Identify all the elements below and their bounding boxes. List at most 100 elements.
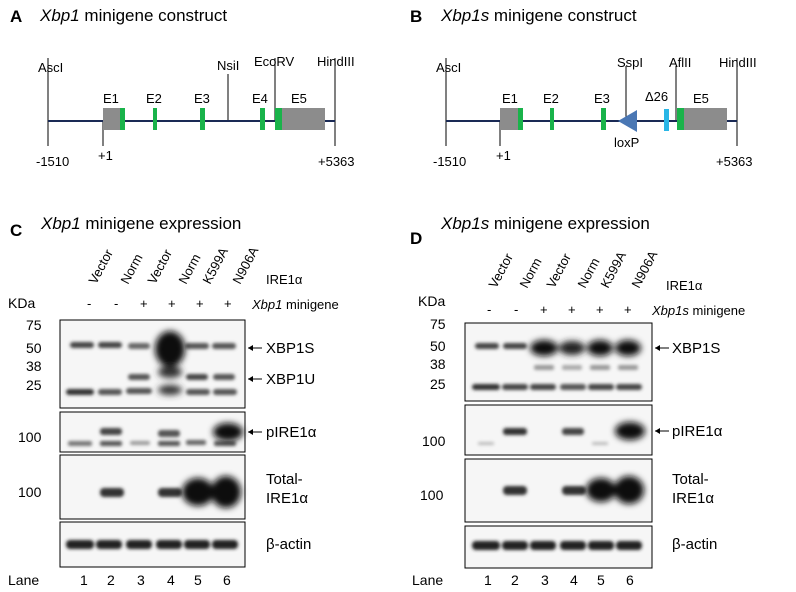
c-ire-label: IRE1α [266,272,303,287]
d-lane-5: 5 [597,572,605,588]
e3-label: E3 [194,91,210,106]
loxp-label: loxP [614,135,639,150]
d-sample-3: Vector [543,250,574,290]
c-mg-2: - [114,296,118,311]
c-xbp1u-label: XBP1U [266,371,315,388]
d-sample-5: K599A [597,249,629,291]
c-lane-2: 2 [107,572,115,588]
c-lane-3: 3 [137,572,145,588]
d-total-label-2: IRE1α [672,490,714,507]
b-exon-e1-cds [518,108,523,130]
d-minigene-label: Xbp1s minigene [651,303,745,318]
d-mg-2: - [514,302,518,317]
d-marker-50: 50 [430,338,446,354]
loxp-triangle [618,110,637,132]
ecorv-label: EcoRV [254,54,295,69]
c-minigene-label: Xbp1 minigene [251,297,339,312]
coord-plus1: +1 [98,148,113,163]
c-sample-5: K599A [199,245,231,287]
b-hindiii-label: HindIII [719,55,757,70]
coord-end: +5363 [318,154,355,169]
d-xbp1s-arrowhead [655,345,660,351]
panel-c-title-italic: Xbp1 [40,214,81,233]
c-blot-xbp1-bands [66,342,237,395]
sspi-label: SspI [617,55,643,70]
c-marker-38: 38 [26,358,42,374]
d-blot-pire-bands [478,428,608,445]
c-sample-4: Norm [175,251,203,286]
d-minigene-rest: minigene [689,303,745,318]
d-total-label-1: Total- [672,471,709,488]
c-sample-6: N906A [229,244,261,286]
e1-label: E1 [103,91,119,106]
d-minigene-row: - - + + + + [487,302,632,317]
d-xbp1s-label: XBP1S [672,340,720,357]
e2-label: E2 [146,91,162,106]
c-sample-2: Norm [117,251,145,286]
c-mg-3: + [140,296,148,311]
d-marker-25: 25 [430,376,446,392]
c-pire-label: pIRE1α [266,424,317,441]
c-marker-50: 50 [26,340,42,356]
b-exon-e2 [550,108,554,130]
panel-a: A Xbp1 minigene construct AscI NsiI EcoR… [10,6,355,169]
delta26-mark [664,109,669,131]
hindiii-label: HindIII [317,54,355,69]
c-mg-5: + [196,296,204,311]
d-blot-total-strong [586,476,644,504]
exon-e5-block [275,108,325,130]
d-lane-2: 2 [511,572,519,588]
c-total-label-2: IRE1α [266,490,308,507]
c-marker-75: 75 [26,317,42,333]
panel-c-letter: C [10,221,22,240]
panel-d-title-italic: Xbp1s [440,214,490,233]
panel-b-title: Xbp1s minigene construct [440,6,637,25]
d-lane-1: 1 [484,572,492,588]
panel-d-letter: D [410,229,422,248]
aflii-label: AflII [669,55,691,70]
c-marker-100a: 100 [18,429,42,445]
b-coord-plus1: +1 [496,148,511,163]
b-e1-label: E1 [502,91,518,106]
b-coord-end: +5363 [716,154,753,169]
d-lane-4: 4 [570,572,578,588]
c-blot-pire-bands [68,428,236,446]
c-xbp1s-arrowhead [248,345,253,351]
d-marker-100a: 100 [422,433,446,449]
panel-a-title-italic: Xbp1 [39,6,80,25]
c-xbp1u-arrowhead [248,376,253,382]
delta26-label: Δ26 [645,89,668,104]
c-marker-25: 25 [26,377,42,393]
c-minigene-italic: Xbp1 [251,297,282,312]
d-blot-actin-bands [472,541,642,550]
d-mg-3: + [540,302,548,317]
d-blot-pire-strong [615,422,645,440]
exon-e3 [200,108,205,130]
exon-e1-cds [120,108,125,130]
panel-b-letter: B [410,7,422,26]
d-mg-5: + [596,302,604,317]
c-sample-labels: Vector Norm Vector Norm K599A N906A [85,244,261,286]
panel-d-title: Xbp1s minigene expression [440,214,650,233]
c-markers: 75 50 38 25 [26,317,42,393]
c-sample-1: Vector [85,246,116,286]
c-blot-xbp1s-strong [155,331,185,395]
d-marker-75: 75 [430,316,446,332]
exon-e2 [153,108,157,130]
exon-e4 [260,108,265,130]
d-mg-4: + [568,302,576,317]
c-pire-arrowhead [248,429,253,435]
panel-b: B Xbp1s minigene construct AscI SspI Afl… [410,6,757,169]
c-blot-actin-bands [66,540,238,549]
c-lane-6: 6 [223,572,231,588]
d-lane-6: 6 [626,572,634,588]
d-markers: 75 50 38 25 [430,316,446,392]
c-xbp1s-label: XBP1S [266,340,314,357]
c-lane-title: Lane [8,572,39,588]
d-blot-total-bands [503,486,586,495]
b-e5-label: E5 [693,91,709,106]
b-coord-start: -1510 [433,154,466,169]
d-marker-100b: 100 [420,487,444,503]
b-exon-e5-block [677,108,727,130]
c-actin-label: β-actin [266,536,311,553]
